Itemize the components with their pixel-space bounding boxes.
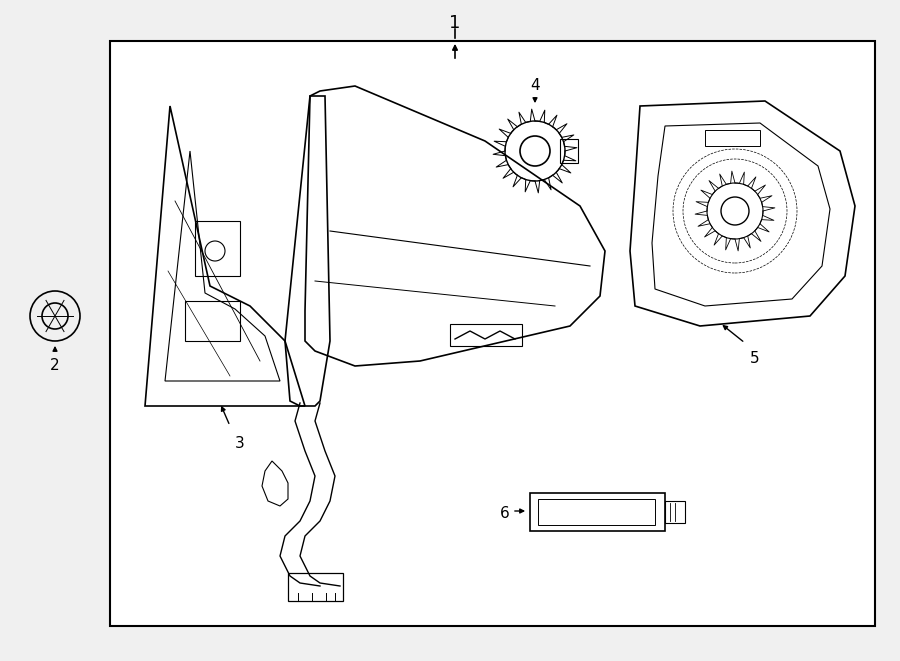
Text: 2: 2 (50, 358, 59, 373)
FancyBboxPatch shape (110, 41, 875, 626)
Text: 1: 1 (449, 14, 461, 32)
Text: 6: 6 (500, 506, 510, 520)
Text: 5: 5 (751, 351, 760, 366)
Text: 4: 4 (530, 78, 540, 93)
Text: 3: 3 (235, 436, 245, 451)
